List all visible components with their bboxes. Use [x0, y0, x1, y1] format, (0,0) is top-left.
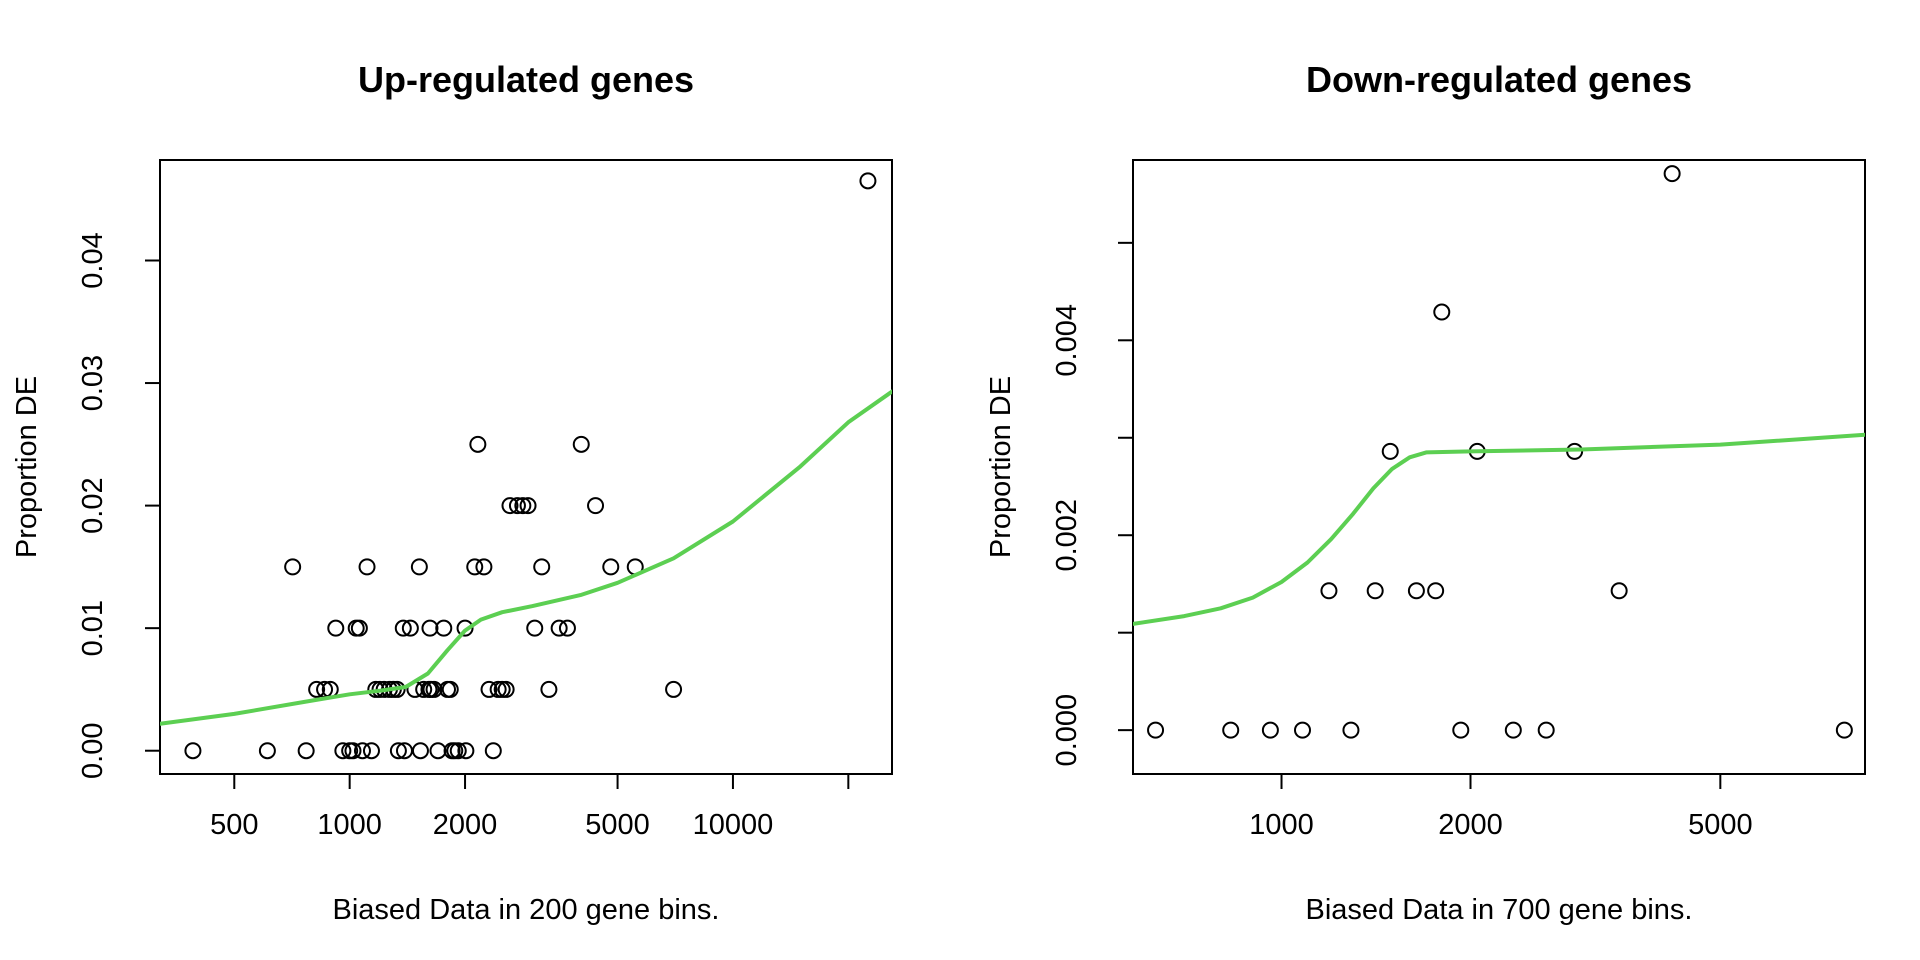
data-point [1320, 582, 1338, 600]
data-point [484, 742, 502, 760]
data-point [327, 619, 345, 637]
data-point [457, 742, 475, 760]
data-point [587, 497, 605, 515]
data-point [1835, 721, 1853, 739]
x-tick-label: 500 [210, 809, 258, 841]
y-tick-label: 0.04 [77, 232, 109, 288]
x-tick-label: 1000 [317, 809, 382, 841]
y-axis-label: Proportion DE [985, 376, 1017, 558]
x-axis-label: Biased Data in 700 gene bins. [1306, 894, 1693, 926]
data-point [519, 497, 537, 515]
data-point [1504, 721, 1522, 739]
data-point [1366, 582, 1384, 600]
data-point [665, 680, 683, 698]
data-point [1427, 582, 1445, 600]
data-point [526, 619, 544, 637]
data-point [1342, 721, 1360, 739]
data-point [441, 680, 459, 698]
data-point [456, 619, 474, 637]
data-point [1433, 303, 1451, 321]
chart-title: Down-regulated genes [1306, 59, 1692, 100]
data-point [475, 558, 493, 576]
y-tick-label: 0.02 [77, 477, 109, 533]
data-point [1381, 442, 1399, 460]
down-regulated-panel: Down-regulated genes 1000 2000 5000 0.000 0.0… [985, 59, 1866, 926]
data-point [1537, 721, 1555, 739]
data-point [435, 619, 453, 637]
data-point [540, 680, 558, 698]
y-tick-label: 0.03 [77, 355, 109, 411]
data-point [334, 742, 352, 760]
x-tick-label: 1000 [1249, 809, 1314, 841]
data-point [297, 742, 315, 760]
data-point [1147, 721, 1165, 739]
data-point [258, 742, 276, 760]
y-tick-label: 0.00 [77, 722, 109, 778]
y-tick-label: 0.004 [1051, 304, 1083, 377]
data-point [284, 558, 302, 576]
data-point [1407, 582, 1425, 600]
data-point [308, 680, 326, 698]
data-point [497, 680, 515, 698]
fit-curve [160, 389, 892, 726]
data-point [466, 558, 484, 576]
data-point [411, 742, 429, 760]
data-point [1452, 721, 1470, 739]
data-point [480, 680, 498, 698]
x-axis-label: Biased Data in 200 gene bins. [333, 894, 720, 926]
data-point [425, 680, 443, 698]
data-point [389, 742, 407, 760]
data-point [449, 742, 467, 760]
data-point [550, 619, 568, 637]
data-point [353, 742, 371, 760]
data-point [184, 742, 202, 760]
data-point [362, 742, 380, 760]
data-point [1610, 582, 1628, 600]
data-point [489, 680, 507, 698]
data-point [469, 435, 487, 453]
y-tick-label: 0.000 [1051, 694, 1083, 767]
x-tick-label: 5000 [1688, 809, 1753, 841]
data-point [350, 619, 368, 637]
x-tick-label: 2000 [1438, 809, 1503, 841]
data-point [421, 619, 439, 637]
data-point [415, 680, 433, 698]
x-tick-label: 2000 [433, 809, 498, 841]
data-point [558, 619, 576, 637]
plot-frame [1132, 159, 1866, 775]
data-point [508, 497, 526, 515]
data-point [358, 558, 376, 576]
data-point [429, 742, 447, 760]
data-point [859, 172, 877, 190]
data-point [514, 497, 532, 515]
data-point [394, 619, 412, 637]
chart-title: Up-regulated genes [358, 59, 694, 100]
data-point [1222, 721, 1240, 739]
data-point [1261, 721, 1279, 739]
up-regulated-panel: Up-regulated genes 500 1000 2000 5000 10000 0.… [11, 59, 893, 926]
data-point [401, 619, 419, 637]
fit-curve [1133, 432, 1865, 626]
y-axis-label: Proportion DE [11, 376, 43, 558]
data-point [1294, 721, 1312, 739]
y-tick-label: 0.002 [1051, 499, 1083, 572]
data-point [344, 742, 362, 760]
plot-frame [159, 159, 893, 775]
x-tick-label: 5000 [585, 809, 650, 841]
data-points [1147, 165, 1853, 739]
data-point [533, 558, 551, 576]
data-point [602, 558, 620, 576]
y-tick-label: 0.01 [77, 600, 109, 656]
data-point [410, 558, 428, 576]
data-point [572, 435, 590, 453]
data-point [501, 497, 519, 515]
data-point [1663, 165, 1681, 183]
data-points [184, 172, 877, 760]
x-tick-label: 10000 [693, 809, 774, 841]
